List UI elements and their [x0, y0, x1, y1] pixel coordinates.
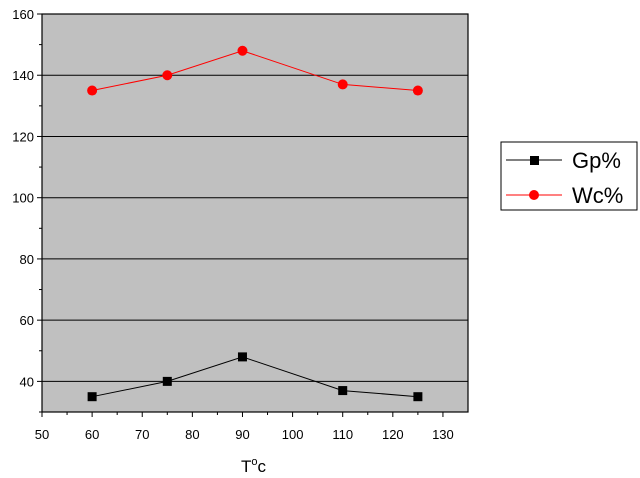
y-tick-label: 40: [20, 374, 34, 389]
data-point: [338, 386, 348, 396]
data-point: [162, 70, 173, 81]
x-tick-label: 60: [85, 427, 99, 442]
x-tick-label: 90: [235, 427, 249, 442]
data-point: [412, 85, 423, 96]
legend-box: [500, 141, 638, 211]
plot-area: [42, 14, 468, 412]
x-tick-label: 50: [35, 427, 49, 442]
y-tick-label: 140: [12, 68, 34, 83]
data-point: [87, 392, 97, 402]
data-point: [237, 45, 248, 56]
data-point: [413, 392, 423, 402]
y-tick-label: 80: [20, 252, 34, 267]
data-point: [87, 85, 98, 96]
x-tick-label: 100: [282, 427, 304, 442]
y-tick-label: 60: [20, 313, 34, 328]
y-tick-label: 100: [12, 191, 34, 206]
x-axis: 50 60 70 80 90 100 110 120 130: [35, 412, 454, 442]
data-point: [237, 352, 247, 362]
legend-item-gp: Gp%: [506, 148, 621, 173]
legend-marker-gp: [530, 156, 539, 165]
x-tick-label: 130: [432, 427, 454, 442]
y-axis: 40 60 80 100 120 140 160: [12, 7, 42, 413]
plot-frame: [41, 13, 469, 413]
x-tick-label: 110: [332, 427, 353, 442]
y-tick-label: 160: [12, 7, 34, 22]
series-layer: [87, 45, 423, 402]
legend: Gp% Wc%: [500, 141, 638, 211]
y-tick-label: 120: [12, 129, 34, 144]
data-point: [162, 376, 172, 386]
data-point: [337, 79, 348, 90]
x-tick-label: 80: [185, 427, 199, 442]
legend-marker-wc: [529, 190, 539, 200]
legend-label-wc: Wc%: [572, 183, 623, 208]
x-tick-label: 120: [382, 427, 404, 442]
x-tick-label: 70: [135, 427, 149, 442]
legend-item-wc: Wc%: [506, 183, 623, 208]
x-axis-title: Toc: [241, 456, 267, 476]
legend-label-gp: Gp%: [572, 148, 621, 173]
